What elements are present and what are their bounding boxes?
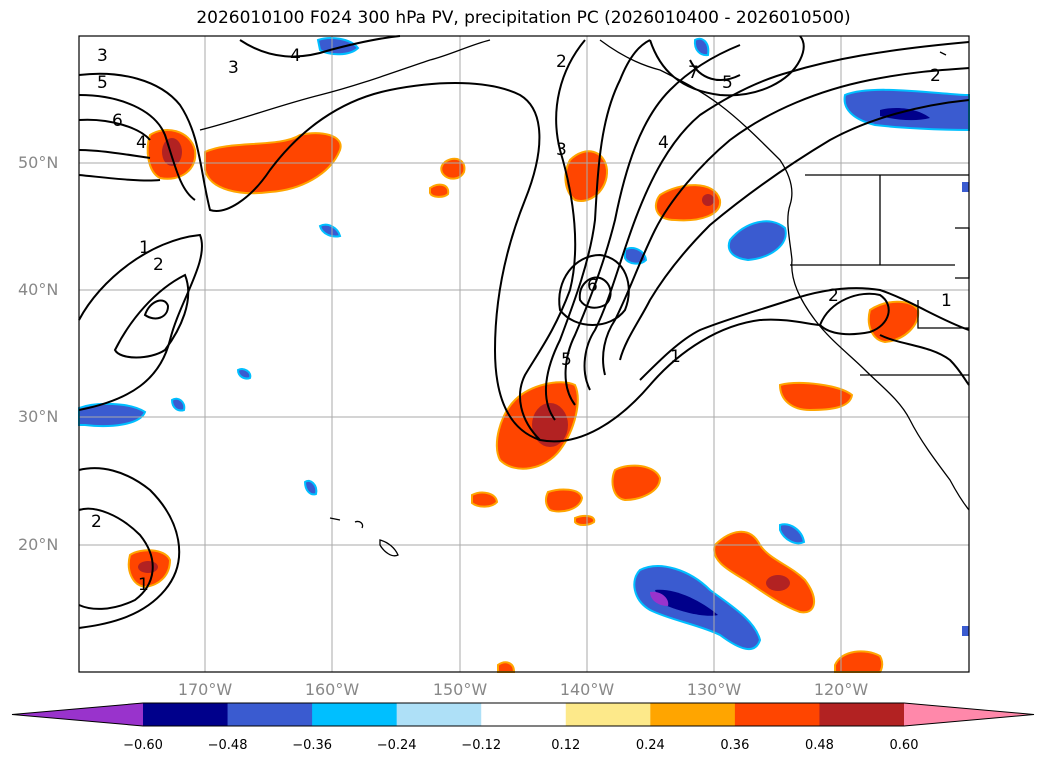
contour-label: 2 (556, 52, 567, 72)
lon-label: 170°W (177, 680, 233, 699)
colorbar-outline (11, 702, 1035, 727)
colorbar-tick-label: 0.24 (635, 738, 665, 753)
colorbar-segment (819, 703, 905, 726)
contour-label: 5 (97, 73, 108, 93)
colorbar-segment (396, 703, 482, 726)
colorbar-extend-max (904, 703, 1034, 726)
colorbar-tick-label: 0.60 (889, 738, 919, 753)
colorbar-tick-label: 0.12 (551, 738, 581, 753)
graticule (79, 36, 969, 672)
lon-label: 120°W (813, 680, 869, 699)
lon-label: 140°W (559, 680, 615, 699)
contour-label: 4 (290, 46, 301, 66)
contour-label: 2 (930, 66, 941, 86)
colorbar-tick-label: −0.60 (123, 738, 163, 753)
pv-contours (78, 35, 970, 629)
map-title: 2026010100 F024 300 hPa PV, precipitatio… (196, 8, 851, 28)
colorbar-tick-label: −0.12 (461, 738, 502, 753)
lat-label: 50°N (18, 153, 59, 172)
contour-label: 4 (136, 133, 147, 153)
lon-label: 130°W (686, 680, 742, 699)
contour-label: 3 (97, 46, 108, 66)
contour-label: 7 (688, 63, 699, 83)
contour-label: 3 (228, 58, 239, 78)
contour-label: 1 (941, 291, 952, 311)
lat-label: 40°N (18, 280, 59, 299)
lon-label: 150°W (432, 680, 488, 699)
map-background (79, 36, 969, 672)
contour-label: 6 (587, 276, 598, 296)
contour-label: 2 (828, 286, 839, 306)
colorbar-tick-label: 0.48 (804, 738, 834, 753)
contour-labels: 3 4 5 6 4 2 3 7 5 2 4 1 2 3 6 5 1 2 1 2 … (91, 46, 952, 595)
colorbar-segment (650, 703, 736, 726)
colorbar-tick-label: −0.24 (376, 738, 417, 753)
contour-label: 2 (91, 512, 102, 532)
colorbar-segment (481, 703, 567, 726)
map-frame (78, 35, 970, 673)
contour-label: 1 (138, 575, 149, 595)
colorbar-segment (143, 703, 229, 726)
lat-label: 20°N (18, 535, 59, 554)
colorbar-segment (565, 703, 651, 726)
colorbar-segment (227, 703, 313, 726)
precip-negative (78, 37, 970, 650)
contour-label: 5 (722, 73, 733, 93)
contour-label: 6 (112, 111, 123, 131)
colorbar-segment (312, 703, 398, 726)
colorbar-tick-label: −0.36 (292, 738, 333, 753)
colorbar-tick-label: 0.36 (720, 738, 750, 753)
contour-label: 1 (139, 238, 150, 258)
colorbar-tick-label: −0.48 (207, 738, 248, 753)
contour-label: 4 (658, 133, 669, 153)
contour-label: 1 (670, 347, 681, 367)
lat-label: 30°N (18, 407, 59, 426)
colorbar-extend-min (12, 703, 143, 726)
colorbar-segment (734, 703, 820, 726)
contour-label: 2 (153, 255, 164, 275)
lon-label: 160°W (304, 680, 360, 699)
contour-label: 5 (561, 350, 572, 370)
colorbar (11, 702, 1035, 727)
contour-label: 3 (556, 140, 567, 160)
